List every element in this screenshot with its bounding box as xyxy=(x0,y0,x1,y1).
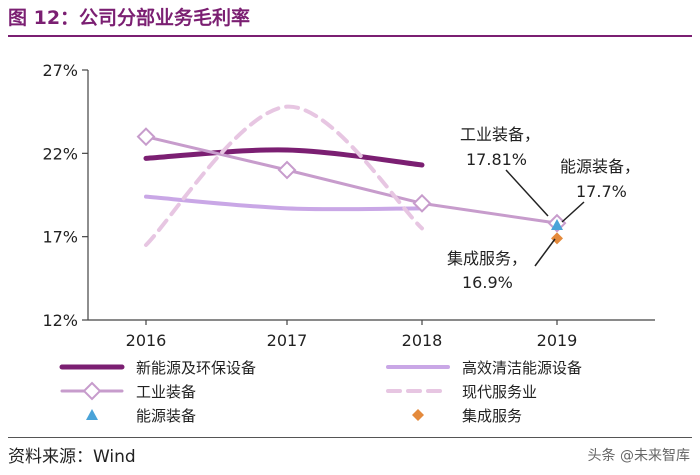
series-industrial-equipment-line xyxy=(144,135,559,225)
legend-label: 集成服务 xyxy=(462,407,522,425)
title-divider xyxy=(8,35,692,37)
y-tick-label: 12% xyxy=(42,311,78,330)
legend-item-modern-services: 现代服务业 xyxy=(386,383,537,401)
axes: 27% 22% 17% 12% 2016 2017 2018 2019 xyxy=(42,61,655,350)
x-tick-label: 2018 xyxy=(402,331,443,350)
series-energy-equipment-point xyxy=(551,219,563,230)
annotation-energy-value: 17.7% xyxy=(576,182,627,201)
annotation-integration-value: 16.9% xyxy=(462,273,513,292)
watermark: 头条 @未来智库 xyxy=(587,448,690,464)
legend-label: 高效清洁能源设备 xyxy=(462,359,582,377)
annotation-integration-label: 集成服务， xyxy=(447,249,527,268)
source-note: 资料来源：Wind xyxy=(8,447,136,467)
legend-item-energy-equipment: 能源装备 xyxy=(86,407,196,425)
series-industrial-equipment-point xyxy=(136,127,156,147)
annotation-industrial-value: 17.81% xyxy=(466,150,527,169)
x-tick-label: 2019 xyxy=(537,331,578,350)
legend-label: 工业装备 xyxy=(136,383,196,401)
legend-item-new-energy-env: 新能源及环保设备 xyxy=(59,359,256,377)
legend-item-industrial-equipment: 工业装备 xyxy=(60,381,196,401)
annotation-industrial-leader xyxy=(505,169,549,217)
legend-swatch-marker xyxy=(82,381,102,401)
y-tick-label: 27% xyxy=(42,61,78,80)
annotation-industrial-label: 工业装备， xyxy=(460,125,540,144)
series-industrial-equipment-point xyxy=(412,193,432,213)
series-clean-energy-equipment-line xyxy=(144,194,424,212)
legend-label: 现代服务业 xyxy=(462,383,537,401)
chart-title: 图 12：公司分部业务毛利率 xyxy=(8,7,251,29)
x-tick-label: 2017 xyxy=(267,331,308,350)
y-tick-label: 22% xyxy=(42,144,78,163)
x-tick-label: 2016 xyxy=(126,331,167,350)
footer-divider xyxy=(8,437,692,438)
series-industrial-equipment-point xyxy=(277,160,297,180)
annotation-energy-label: 能源装备， xyxy=(560,157,640,176)
series-modern-services-line xyxy=(144,104,424,247)
y-tick-label: 17% xyxy=(42,228,78,247)
legend-label: 新能源及环保设备 xyxy=(136,359,256,377)
annotation-energy-leader xyxy=(561,201,585,223)
legend-label: 能源装备 xyxy=(136,407,196,425)
legend-item-integrated-services: 集成服务 xyxy=(412,407,522,425)
legend-swatch-marker xyxy=(412,409,424,421)
annotation-layer: 工业装备， 17.81% 能源装备， 17.7% 集成服务， 16.9% xyxy=(447,125,640,292)
legend-item-clean-energy-equipment: 高效清洁能源设备 xyxy=(386,359,582,377)
legend-swatch-marker xyxy=(86,409,98,420)
series-new-energy-env-line xyxy=(143,147,425,168)
series-layer xyxy=(136,104,567,247)
annotation-integration-leader xyxy=(534,238,556,267)
